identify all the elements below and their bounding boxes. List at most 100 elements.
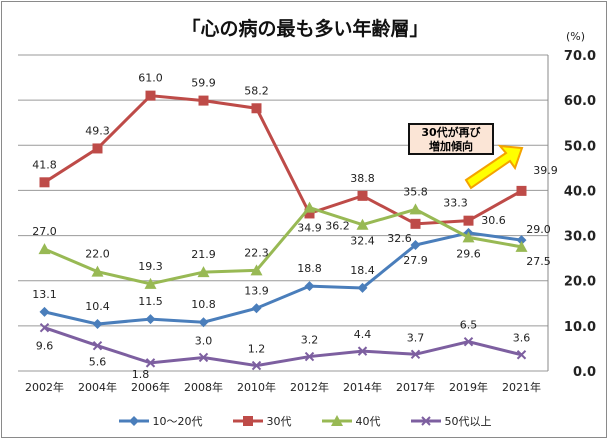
legend-item: 10～20代 xyxy=(118,413,203,429)
data-label: 3.2 xyxy=(301,334,319,347)
data-point xyxy=(39,322,50,333)
data-point xyxy=(356,218,369,230)
y-tick-label: 70.0 xyxy=(564,49,596,64)
x-tick-label: 2008年 xyxy=(184,380,223,394)
data-point xyxy=(145,314,156,325)
series-line-0 xyxy=(44,231,522,326)
data-label: 13.1 xyxy=(32,288,57,301)
data-point xyxy=(251,103,262,114)
data-point xyxy=(409,203,422,215)
data-label: 32.4 xyxy=(350,235,375,248)
data-point xyxy=(198,352,209,363)
data-label: 32.6 xyxy=(387,232,412,245)
data-point xyxy=(410,349,421,360)
data-label: 10.8 xyxy=(191,298,216,311)
data-label: 10.4 xyxy=(85,300,110,313)
data-label: 9.6 xyxy=(36,340,54,353)
x-tick-label: 2012年 xyxy=(290,380,329,394)
data-point xyxy=(92,143,103,154)
data-point xyxy=(304,351,315,362)
annotation-callout: 30代が再び 増加傾向 xyxy=(408,123,494,155)
y-tick-label: 0.0 xyxy=(573,365,596,380)
data-point xyxy=(250,264,263,276)
data-label: 1.2 xyxy=(248,343,266,356)
data-label: 27.9 xyxy=(403,254,428,267)
data-label: 19.3 xyxy=(138,260,163,273)
data-point xyxy=(463,215,474,226)
data-point xyxy=(462,231,475,243)
data-point xyxy=(38,243,51,255)
data-point xyxy=(357,282,368,293)
data-label: 29.6 xyxy=(456,247,481,260)
legend-item: 40代 xyxy=(321,413,381,429)
x-tick-label: 2004年 xyxy=(78,380,117,394)
legend: 10～20代 30代 40代 50代以上 xyxy=(0,413,610,429)
data-point xyxy=(303,201,316,213)
legend-item: 50代以上 xyxy=(410,413,492,429)
data-label: 41.8 xyxy=(32,158,57,171)
data-label: 59.9 xyxy=(191,77,216,90)
data-label: 3.6 xyxy=(513,332,531,345)
data-label: 34.9 xyxy=(297,221,322,234)
y-tick-label: 40.0 xyxy=(564,184,596,199)
data-label: 35.8 xyxy=(403,185,428,198)
legend-label: 40代 xyxy=(355,415,381,428)
legend-marker-icon xyxy=(410,416,441,426)
data-point xyxy=(410,240,421,251)
data-point xyxy=(251,303,262,314)
y-tick-label: 10.0 xyxy=(564,320,596,335)
data-point xyxy=(304,281,315,292)
legend-item: 30代 xyxy=(232,413,292,429)
annotation-line1: 30代が再び xyxy=(421,126,481,139)
data-label: 36.2 xyxy=(325,220,350,233)
data-label: 33.3 xyxy=(443,197,468,210)
data-point xyxy=(145,90,156,101)
data-point xyxy=(516,350,527,360)
x-tick-label: 2019年 xyxy=(449,380,488,394)
data-label: 3.7 xyxy=(407,331,425,344)
series-line-2 xyxy=(43,205,522,286)
chart-title: 「心の病の最も多い年齢層」 xyxy=(181,18,429,40)
data-point xyxy=(357,190,368,201)
y-tick-label: 20.0 xyxy=(564,275,596,290)
data-label: 29.0 xyxy=(526,223,551,236)
data-point xyxy=(357,346,368,356)
data-label: 11.5 xyxy=(138,295,163,308)
y-tick-label: 50.0 xyxy=(564,139,596,154)
data-point xyxy=(198,95,209,106)
data-label: 27.5 xyxy=(526,255,551,268)
data-label: 21.9 xyxy=(191,248,216,261)
data-label: 30.6 xyxy=(481,214,506,227)
x-tick-label: 2021年 xyxy=(502,380,541,394)
y-unit-label: (%) xyxy=(566,30,585,43)
legend-marker-icon xyxy=(118,416,149,426)
data-point xyxy=(516,185,527,196)
data-label: 49.3 xyxy=(85,124,110,137)
legend-marker-icon xyxy=(321,415,352,426)
data-label: 1.8 xyxy=(132,368,150,381)
data-point xyxy=(144,277,157,289)
data-label: 38.8 xyxy=(350,172,375,185)
data-label: 58.2 xyxy=(244,84,269,97)
data-label: 6.5 xyxy=(460,319,478,332)
data-label: 4.4 xyxy=(354,328,372,341)
data-label: 61.0 xyxy=(138,72,163,85)
data-point xyxy=(92,341,103,351)
x-tick-label: 2010年 xyxy=(237,380,276,394)
legend-label: 10～20代 xyxy=(152,415,203,428)
data-point xyxy=(304,208,315,219)
data-point xyxy=(145,358,156,368)
x-tick-label: 2002年 xyxy=(25,380,64,394)
data-label: 22.3 xyxy=(244,246,269,259)
legend-label: 30代 xyxy=(266,415,292,428)
annotation-line2: 増加傾向 xyxy=(429,140,473,153)
legend-marker-icon xyxy=(232,416,263,426)
data-point xyxy=(39,306,50,317)
y-tick-label: 30.0 xyxy=(564,230,596,245)
data-point xyxy=(198,317,209,328)
x-tick-label: 2017年 xyxy=(396,380,435,394)
series-line-3 xyxy=(44,326,522,368)
data-label: 13.9 xyxy=(244,284,269,297)
data-label: 5.6 xyxy=(89,356,107,369)
